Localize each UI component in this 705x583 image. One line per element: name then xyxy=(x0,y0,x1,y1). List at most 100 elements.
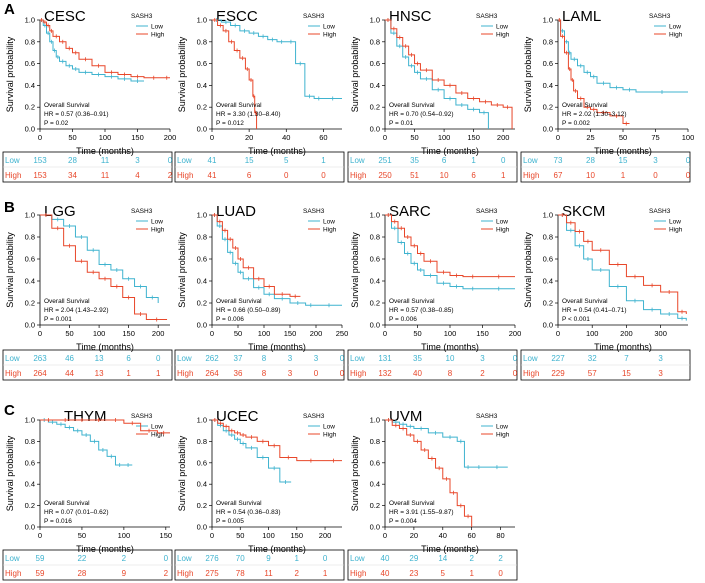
risk-count-high: 264 xyxy=(33,369,47,378)
y-tick-label: 1.0 xyxy=(370,16,380,25)
y-tick-label: 0.0 xyxy=(197,125,207,134)
legend-high-label: High xyxy=(323,432,337,439)
legend-high-label: High xyxy=(669,32,683,39)
stat-title: Overall Survival xyxy=(562,102,608,109)
legend-title: SASH3 xyxy=(131,208,153,215)
risk-count-high: 6 xyxy=(247,171,252,180)
risk-count-high: 1 xyxy=(156,369,161,378)
risk-count-high: 6 xyxy=(471,171,476,180)
risk-count-low: 11 xyxy=(101,156,110,165)
risk-count-low: 262 xyxy=(205,354,219,363)
legend-low-label: Low xyxy=(151,424,163,431)
legend-title: SASH3 xyxy=(476,13,498,20)
y-tick-label: 1.0 xyxy=(197,211,207,220)
x-tick-label: 200 xyxy=(509,329,522,338)
y-tick-label: 0.4 xyxy=(370,480,380,489)
risk-row-label-low: Low xyxy=(5,354,20,363)
y-tick-label: 0.2 xyxy=(370,103,380,112)
risk-count-low: 2 xyxy=(469,554,474,563)
y-tick-label: 0.4 xyxy=(543,277,553,286)
y-axis-label: Survival probability xyxy=(5,435,15,511)
hazard-ratio: HR = 0.57 (0.36–0.91) xyxy=(44,111,109,118)
risk-count-high: 132 xyxy=(378,369,392,378)
x-axis-label: Time (months) xyxy=(76,544,134,554)
stat-title: Overall Survival xyxy=(562,298,608,305)
x-tick-label: 100 xyxy=(93,329,106,338)
risk-row-label-low: Low xyxy=(5,156,20,165)
risk-count-high: 15 xyxy=(622,369,631,378)
risk-row-label-high: High xyxy=(5,569,21,578)
hazard-ratio: HR = 0.70 (0.54–0.92) xyxy=(389,111,454,118)
y-tick-label: 1.0 xyxy=(25,16,35,25)
x-axis-label: Time (months) xyxy=(76,146,134,156)
km-curve-high xyxy=(40,19,170,79)
hazard-ratio: HR = 2.04 (1.43–2.92) xyxy=(44,307,109,314)
x-tick-label: 50 xyxy=(65,329,73,338)
y-axis-label: Survival probability xyxy=(350,232,360,308)
x-tick-label: 50 xyxy=(410,133,418,142)
risk-count-high: 264 xyxy=(205,369,219,378)
y-tick-label: 0.0 xyxy=(197,321,207,330)
km-panel-ucec: UCEC Survival probability 0.0 0.2 0.4 0.6 0.8 1… xyxy=(174,408,345,581)
legend-low-label: Low xyxy=(669,219,681,226)
risk-count-high: 11 xyxy=(264,569,273,578)
hazard-ratio: HR = 2.02 (1.30–3.12) xyxy=(562,111,627,118)
y-tick-label: 0.2 xyxy=(197,103,207,112)
risk-count-high: 9 xyxy=(122,569,127,578)
x-tick-label: 0 xyxy=(38,133,42,142)
risk-count-high: 1 xyxy=(126,369,131,378)
y-tick-label: 0.8 xyxy=(197,37,207,46)
km-curve-high xyxy=(558,214,687,314)
p-value: P = 0.01 xyxy=(389,120,414,127)
y-tick-label: 0.6 xyxy=(25,255,35,264)
y-tick-label: 0.2 xyxy=(543,103,553,112)
y-tick-label: 0.2 xyxy=(370,299,380,308)
risk-row-label-low: Low xyxy=(350,156,365,165)
y-tick-label: 0.8 xyxy=(25,37,35,46)
risk-row-label-high: High xyxy=(5,171,21,180)
risk-count-low: 28 xyxy=(586,156,595,165)
km-curve-high xyxy=(385,214,515,278)
x-tick-label: 100 xyxy=(258,329,271,338)
risk-count-low: 131 xyxy=(378,354,392,363)
risk-count-low: 73 xyxy=(554,156,563,165)
risk-count-high: 67 xyxy=(554,171,563,180)
x-tick-label: 0 xyxy=(210,531,214,540)
risk-count-high: 1 xyxy=(621,171,626,180)
risk-count-low: 263 xyxy=(33,354,47,363)
km-curve-high xyxy=(40,214,168,320)
x-tick-label: 0 xyxy=(210,329,214,338)
km-curve-low xyxy=(40,19,144,82)
risk-count-high: 0 xyxy=(284,171,289,180)
risk-count-low: 9 xyxy=(266,554,271,563)
risk-count-high: 28 xyxy=(77,569,86,578)
risk-count-low: 32 xyxy=(588,354,597,363)
x-tick-label: 250 xyxy=(336,329,349,338)
risk-count-high: 153 xyxy=(33,171,47,180)
x-axis-label: Time (months) xyxy=(421,544,479,554)
risk-row-label-high: High xyxy=(177,569,193,578)
risk-count-low: 40 xyxy=(381,554,390,563)
p-value: P = 0.001 xyxy=(44,316,72,323)
x-tick-label: 200 xyxy=(164,133,177,142)
p-value: P < 0.001 xyxy=(562,316,590,323)
y-tick-label: 0.2 xyxy=(543,299,553,308)
y-tick-label: 0.4 xyxy=(197,277,207,286)
y-tick-label: 1.0 xyxy=(197,416,207,425)
risk-count-high: 0 xyxy=(340,369,345,378)
legend-title: SASH3 xyxy=(303,13,325,20)
risk-row-label-high: High xyxy=(5,369,21,378)
risk-count-high: 36 xyxy=(234,369,243,378)
x-tick-label: 200 xyxy=(497,133,510,142)
x-tick-label: 0 xyxy=(210,133,214,142)
risk-row-label-high: High xyxy=(350,369,366,378)
x-tick-label: 50 xyxy=(234,329,242,338)
risk-count-high: 275 xyxy=(205,569,219,578)
risk-count-high: 250 xyxy=(378,171,392,180)
km-curve-high xyxy=(558,19,630,125)
km-curve-high xyxy=(385,19,513,129)
x-tick-label: 200 xyxy=(620,329,633,338)
chart-title: SKCM xyxy=(562,203,605,220)
p-value: P = 0.005 xyxy=(216,518,244,525)
x-tick-label: 0 xyxy=(383,531,387,540)
